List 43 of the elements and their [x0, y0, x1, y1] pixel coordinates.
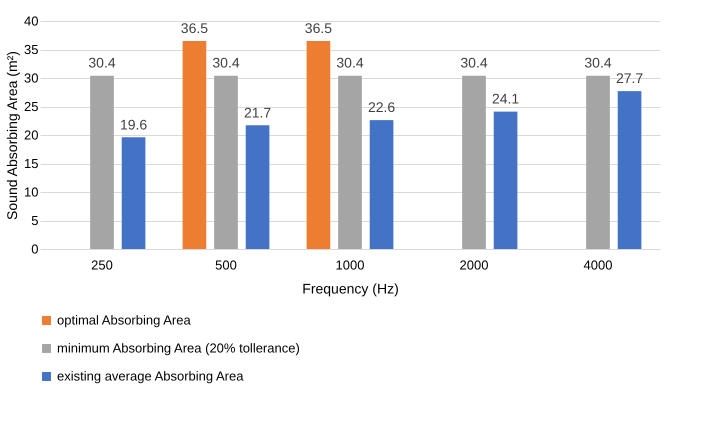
bar [370, 120, 394, 249]
bar [618, 91, 642, 249]
data-label: 22.6 [368, 99, 396, 116]
data-label: 19.6 [120, 116, 148, 132]
bar [214, 76, 238, 249]
x-axis-title: Frequency (Hz) [302, 280, 399, 296]
data-label: 21.7 [244, 104, 272, 120]
data-label: 30.4 [212, 54, 240, 71]
bar [246, 125, 270, 249]
x-tick-label: 1000 [336, 258, 364, 272]
bar [182, 40, 206, 249]
y-tick-label: 25 [24, 99, 38, 114]
x-tick-label: 4000 [584, 258, 612, 272]
legend-label: minimum Absorbing Area (20% tollerance) [57, 340, 300, 356]
data-label: 30.4 [584, 54, 612, 71]
bar [90, 76, 114, 249]
legend-label: existing average Absorbing Area [57, 368, 244, 384]
bar [462, 76, 486, 249]
bar [586, 76, 610, 249]
bar [338, 76, 362, 249]
y-tick-label: 35 [24, 42, 38, 57]
y-tick-label: 15 [24, 156, 38, 171]
y-tick-label: 10 [24, 184, 38, 200]
y-tick-label: 5 [31, 213, 38, 228]
bar [494, 112, 518, 249]
data-label: 24.1 [492, 90, 520, 107]
x-tick-label: 500 [215, 258, 237, 272]
y-tick-label: 20 [24, 128, 38, 142]
data-label: 30.4 [336, 54, 364, 71]
data-label: 30.4 [460, 54, 488, 71]
data-label: 27.7 [616, 70, 644, 86]
y-tick-label: 0 [31, 242, 38, 256]
bar [122, 137, 146, 249]
y-tick-label: 30 [24, 70, 38, 86]
x-tick-label: 250 [91, 258, 113, 272]
y-tick-label: 40 [24, 14, 38, 28]
data-label: 36.5 [180, 20, 208, 36]
bar [306, 40, 330, 249]
data-label: 36.5 [304, 20, 332, 36]
legend-label: optimal Absorbing Area [57, 312, 192, 328]
y-axis-title: Sound Absorbing Area (m²) [4, 51, 20, 220]
data-label: 30.4 [88, 54, 116, 71]
x-tick-label: 2000 [460, 258, 488, 272]
